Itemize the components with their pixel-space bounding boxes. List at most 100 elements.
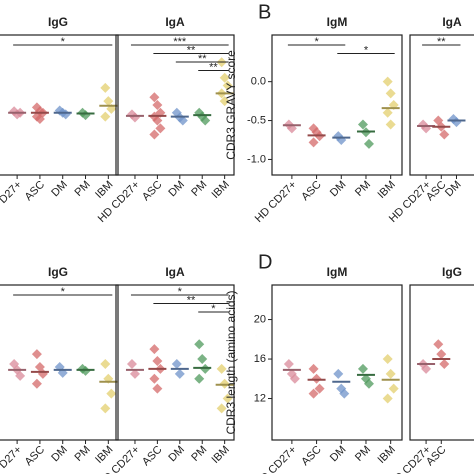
significance-label: * [178, 286, 183, 298]
data-point [174, 368, 185, 379]
x-tick-label: ASC [299, 179, 324, 204]
x-tick-label: ASC [140, 444, 165, 469]
x-tick-label: D27+ [0, 179, 24, 206]
data-point [382, 393, 393, 404]
data-point [382, 107, 393, 118]
y-tick-label: 20 [254, 313, 266, 325]
data-point [439, 129, 450, 140]
data-point [149, 373, 160, 384]
data-point [152, 100, 163, 110]
y-tick-label: 0.0 [251, 76, 266, 88]
data-point [283, 358, 294, 369]
x-tick-label: DM [49, 444, 70, 465]
significance-label: * [61, 286, 66, 298]
data-point [433, 339, 444, 350]
data-point [222, 393, 233, 404]
x-tick-label: HD CD27+ [253, 179, 299, 225]
data-point [388, 383, 399, 394]
data-point [308, 388, 319, 399]
x-tick-label: ASC [23, 179, 48, 204]
data-point [197, 354, 208, 365]
data-point [100, 358, 111, 369]
x-tick-label: PM [189, 179, 209, 199]
data-point [216, 403, 227, 414]
data-point [126, 358, 137, 369]
x-tick-label: IBM [93, 444, 115, 466]
x-tick-label: PM [73, 179, 93, 199]
x-tick-label: PM [73, 444, 93, 464]
data-point [149, 344, 160, 355]
x-tick-label: DM [49, 179, 70, 200]
significance-label: * [61, 36, 66, 48]
x-tick-label: IBM [210, 444, 232, 466]
facet-box [409, 34, 474, 176]
facet-box [0, 34, 119, 176]
data-point [219, 96, 230, 107]
facet-box [409, 284, 474, 441]
facet-box [115, 34, 235, 176]
facet-title: IgA [165, 265, 185, 279]
x-tick-label: PM [353, 444, 373, 464]
significance-label: ** [437, 36, 446, 48]
facet-box [0, 284, 119, 441]
x-tick-label: IBM [210, 179, 232, 201]
x-tick-label: DM [443, 179, 464, 200]
panel-label: D [258, 251, 272, 273]
data-point [149, 92, 160, 103]
data-point [129, 368, 140, 379]
facet-title: IgM [327, 265, 348, 279]
facet-title: IgA [165, 15, 185, 29]
data-point [149, 129, 160, 140]
data-point [152, 356, 163, 367]
facet-title: IgA [442, 15, 462, 29]
y-tick-label: 12 [254, 392, 266, 404]
data-point [100, 82, 111, 93]
data-point [152, 383, 163, 394]
x-tick-label: D27+ [0, 444, 24, 471]
data-point [194, 373, 205, 384]
y-tick-label: 16 [254, 353, 266, 365]
significance-label: *** [173, 36, 187, 48]
x-tick-label: PM [189, 444, 209, 464]
significance-label: ** [187, 44, 196, 56]
facet-box [271, 34, 403, 176]
data-point [436, 349, 447, 360]
data-point [289, 373, 300, 384]
x-tick-label: HD CD27+ [253, 444, 299, 474]
data-point [363, 378, 374, 389]
y-tick-label: -1.0 [247, 153, 266, 165]
data-point [357, 363, 368, 374]
data-point [382, 76, 393, 87]
data-point [31, 378, 42, 389]
data-point [34, 114, 45, 124]
data-point [385, 119, 396, 130]
x-tick-label: PM [353, 179, 373, 199]
data-point [385, 88, 396, 99]
data-point [171, 358, 182, 369]
facet-title: IgM [327, 15, 348, 29]
data-point [439, 358, 450, 369]
x-tick-label: IBM [376, 179, 398, 201]
facet-box [271, 284, 403, 441]
data-point [222, 80, 233, 91]
significance-label: ** [209, 61, 218, 73]
panel-label: B [258, 1, 271, 23]
data-point [333, 368, 344, 379]
significance-label: * [211, 303, 216, 315]
data-point [421, 363, 432, 374]
data-point [363, 138, 374, 149]
data-point [216, 363, 227, 374]
data-point [385, 368, 396, 379]
significance-label: * [364, 44, 369, 56]
data-point [100, 403, 111, 414]
data-point [103, 96, 114, 107]
x-tick-label: DM [328, 179, 349, 200]
data-point [308, 137, 319, 148]
significance-label: * [314, 36, 319, 48]
data-point [314, 383, 325, 394]
data-point [219, 72, 230, 83]
facet-box [115, 284, 235, 441]
data-point [31, 349, 42, 360]
data-point [382, 354, 393, 365]
x-tick-label: IBM [376, 444, 398, 466]
